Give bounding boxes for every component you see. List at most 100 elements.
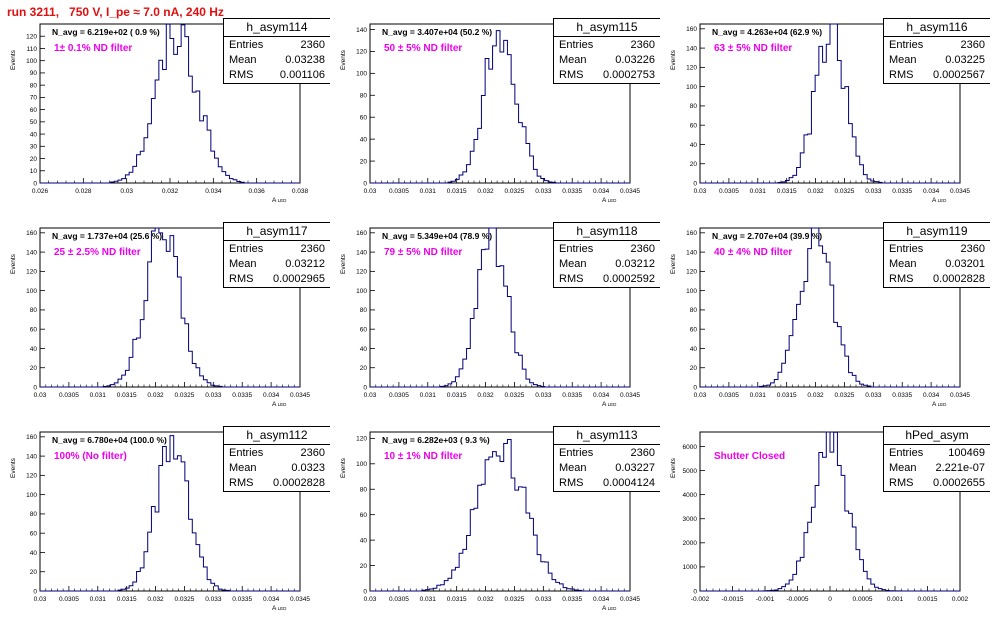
x-tick-label: 0.0345	[620, 392, 640, 399]
stats-box: h_asym116 Entries 2360 Mean 0.03225 RMS 0.0002…	[883, 18, 990, 84]
stats-key: Entries	[559, 447, 594, 459]
y-tick-label: 80	[30, 511, 38, 518]
x-axis-label: A LED	[932, 401, 947, 408]
stats-value: 2360	[300, 447, 325, 459]
x-tick-label: 0.031	[750, 188, 767, 195]
x-tick-label: 0.0335	[232, 392, 252, 399]
stats-value: 2360	[300, 39, 325, 51]
x-tick-label: 0.0305	[59, 596, 79, 603]
x-axis-label: A LED	[272, 197, 287, 204]
filter-label: 10 ± 1% ND filter	[384, 451, 463, 462]
y-tick-label: 40	[30, 131, 38, 138]
stats-value: 0.0002592	[603, 273, 655, 285]
y-tick-label: 0	[33, 180, 37, 187]
stats-box: h_asym113 Entries 2360 Mean 0.03227 RMS 0.0004…	[553, 426, 660, 492]
x-tick-label: 0.0345	[290, 392, 310, 399]
y-tick-label: 3000	[683, 516, 698, 523]
stats-row-mean: Mean 0.03238	[229, 53, 325, 68]
stats-value: 0.03238	[285, 54, 325, 66]
x-tick-label: 0.031	[420, 392, 437, 399]
y-tick-label: 100	[686, 288, 697, 295]
stats-value: 0.0002567	[933, 69, 985, 81]
stats-row-rms: RMS 0.001106	[229, 68, 325, 83]
x-tick-label: -0.0015	[721, 596, 743, 603]
filter-label: 100% (No filter)	[54, 451, 127, 462]
y-tick-label: 140	[356, 249, 367, 256]
histogram-line	[370, 438, 630, 592]
stats-key: RMS	[559, 69, 584, 81]
histogram-svg: 0.03 0.0305 0.031 0.0315 0.032 0.0325 0.033 0.0…	[26, 227, 310, 399]
x-tick-label: 0.034	[593, 392, 610, 399]
y-tick-label: 120	[686, 65, 697, 72]
x-tick-label: 0.0325	[504, 392, 524, 399]
histogram-line	[40, 227, 300, 388]
stats-value: 2360	[300, 243, 325, 255]
stats-value: 0.0002965	[273, 273, 325, 285]
stats-key: RMS	[229, 273, 254, 285]
y-tick-label: 100	[26, 58, 37, 65]
filter-label: 25 ± 2.5% ND filter	[54, 247, 141, 258]
y-tick-label: 160	[686, 230, 697, 237]
plot-frame	[369, 431, 631, 592]
stats-value: 0.03212	[615, 258, 655, 270]
filter-label: 63 ± 5% ND filter	[714, 43, 793, 54]
x-tick-label: 0.034	[923, 188, 940, 195]
x-tick-label: 0.0315	[447, 392, 467, 399]
stats-row-mean: Mean 0.03201	[889, 257, 985, 272]
y-tick-label: 40	[690, 346, 698, 353]
stats-row-rms: RMS 0.0004124	[559, 476, 655, 491]
x-tick-label: 0.0305	[719, 188, 739, 195]
x-tick-label: 0.0315	[117, 596, 137, 603]
y-tick-label: 60	[30, 326, 38, 333]
x-tick-label: 0.0325	[504, 596, 524, 603]
n-avg-label: N_avg = 2.707e+04 (39.9 %)	[712, 231, 823, 241]
stats-key: Mean	[889, 54, 917, 66]
y-tick-label: 4000	[683, 492, 698, 499]
stats-box: hPed_asym Entries 100469 Mean 2.221e-07 RMS 0.…	[883, 426, 990, 492]
stats-row-mean: Mean 0.03226	[559, 53, 655, 68]
stats-key: Mean	[559, 258, 587, 270]
x-tick-label: 0.03	[34, 392, 47, 399]
y-tick-label: 120	[26, 34, 37, 41]
stats-key: Entries	[559, 243, 594, 255]
stats-value: 0.03227	[615, 462, 655, 474]
x-tick-label: 0.033	[535, 188, 552, 195]
y-tick-label: 60	[690, 122, 698, 129]
stats-box: h_asym119 Entries 2360 Mean 0.03201 RMS 0.0002…	[883, 222, 990, 288]
x-tick-label: 0.0305	[719, 392, 739, 399]
y-tick-label: 6000	[683, 444, 698, 451]
y-tick-label: 80	[690, 307, 698, 314]
x-tick-label: 0.0315	[447, 188, 467, 195]
y-tick-label: 0	[693, 384, 697, 391]
y-tick-label: 40	[30, 346, 38, 353]
y-tick-label: 60	[30, 530, 38, 537]
plot-frame	[39, 227, 301, 388]
x-tick-label: 0.031	[750, 392, 767, 399]
stats-title: h_asym113	[554, 427, 660, 445]
y-tick-label: 140	[686, 45, 697, 52]
stats-box: h_asym112 Entries 2360 Mean 0.0323 RMS 0.00028…	[223, 426, 330, 492]
y-tick-label: 60	[360, 326, 368, 333]
stats-value: 2360	[630, 447, 655, 459]
n-avg-label: N_avg = 5.349e+04 (78.9 %)	[382, 231, 493, 241]
histogram-pad: 0.03 0.0305 0.031 0.0315 0.032 0.0325 0.033 0.0…	[330, 18, 660, 225]
y-tick-label: 0	[363, 588, 367, 595]
y-tick-label: 140	[356, 27, 367, 34]
y-tick-label: 60	[690, 326, 698, 333]
x-tick-label: 0.0335	[892, 392, 912, 399]
y-tick-label: 140	[686, 249, 697, 256]
stats-row-rms: RMS 0.0002655	[889, 476, 985, 491]
x-tick-label: 0.032	[807, 188, 824, 195]
y-tick-label: 110	[27, 46, 38, 53]
histogram-svg: 0.03 0.0305 0.031 0.0315 0.032 0.0325 0.033 0.0…	[686, 227, 970, 399]
stats-box: h_asym117 Entries 2360 Mean 0.03212 RMS 0.0002…	[223, 222, 330, 288]
y-tick-label: 40	[30, 550, 38, 557]
y-axis-label: Events	[670, 458, 677, 478]
stats-key: Mean	[559, 462, 587, 474]
y-tick-label: 100	[26, 492, 37, 499]
y-axis-label: Events	[340, 50, 347, 70]
stats-row-mean: Mean 0.03212	[559, 257, 655, 272]
x-tick-label: 0.0305	[389, 596, 409, 603]
y-tick-label: 100	[26, 288, 37, 295]
stats-title: hPed_asym	[884, 427, 990, 445]
